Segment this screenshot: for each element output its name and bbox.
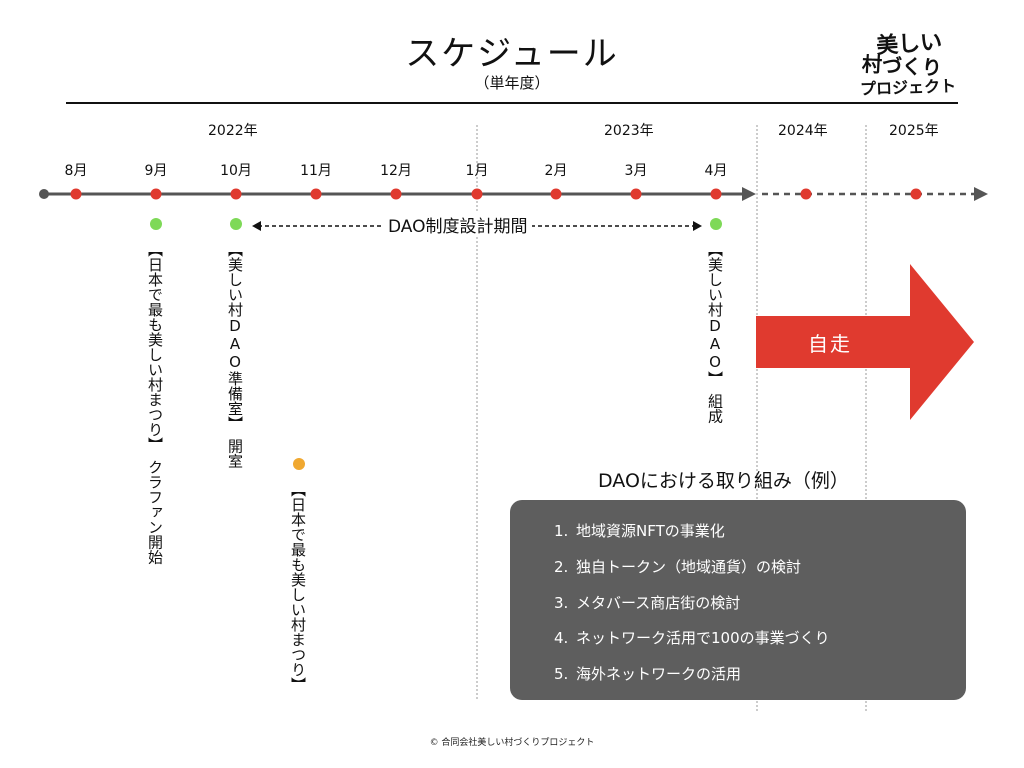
event-text: 【美しい村DAO】 組成 [706, 242, 724, 424]
event-text: 【日本で最も美しい村まつり】 クラファン開始 [146, 242, 164, 565]
year-label: 2024年 [778, 123, 828, 139]
month-dot [550, 188, 562, 200]
period-arrowhead-right [693, 221, 702, 231]
list-item: 5. 海外ネットワークの活用 [554, 665, 742, 683]
header-divider [66, 102, 958, 104]
list-item: 1. 地域資源NFTの事業化 [554, 522, 725, 540]
future-arrow [756, 264, 974, 420]
month-dot [471, 188, 483, 200]
month-label: 4月 [704, 163, 728, 179]
month-dot [390, 188, 402, 200]
timeline-main-arrowhead [742, 187, 756, 201]
month-label: 10月 [220, 163, 252, 179]
year-label: 2023年 [604, 123, 654, 139]
copyright-footer: © 合同会社美しい村づくりプロジェクト [429, 738, 595, 748]
event-marker [150, 218, 162, 230]
year-dot [910, 188, 922, 200]
month-label: 2月 [544, 163, 568, 179]
period-label: DAO制度設計期間 [384, 212, 532, 237]
month-label: 1月 [465, 163, 489, 179]
month-dot [230, 188, 242, 200]
future-arrow-label: 自走 [808, 332, 852, 356]
month-label: 3月 [624, 163, 648, 179]
event-text: 【美しい村DAO準備室】 開室 [226, 242, 244, 469]
month-dot [710, 188, 722, 200]
month-label: 9月 [144, 163, 168, 179]
period-arrowhead-left [252, 221, 261, 231]
month-dot [310, 188, 322, 200]
month-dot [630, 188, 642, 200]
event-text: 【日本で最も美しい村まつり】 [289, 482, 307, 692]
year-dot [800, 188, 812, 200]
list-item: 3. メタバース商店街の検討 [554, 594, 741, 612]
month-label: 11月 [300, 163, 332, 179]
year-label: 2025年 [889, 123, 939, 139]
page-subtitle: （単年度） [474, 74, 550, 92]
month-dot [150, 188, 162, 200]
event-marker [710, 218, 722, 230]
month-dot [70, 188, 82, 200]
month-label: 12月 [380, 163, 412, 179]
examples-box: 1. 地域資源NFTの事業化 2. 独自トークン（地域通貨）の検討 3. メタバース商… [510, 500, 966, 700]
timeline-future-arrowhead [974, 187, 988, 201]
year-label: 2022年 [208, 123, 258, 139]
event-marker [293, 458, 305, 470]
event-marker [230, 218, 242, 230]
list-item: 4. ネットワーク活用で100の事業づくり [554, 629, 830, 647]
month-label: 8月 [64, 163, 88, 179]
examples-title: DAOにおける取り組み（例） [598, 470, 849, 492]
list-item: 2. 独自トークン（地域通貨）の検討 [554, 558, 802, 576]
page-title: スケジュール [405, 34, 619, 74]
